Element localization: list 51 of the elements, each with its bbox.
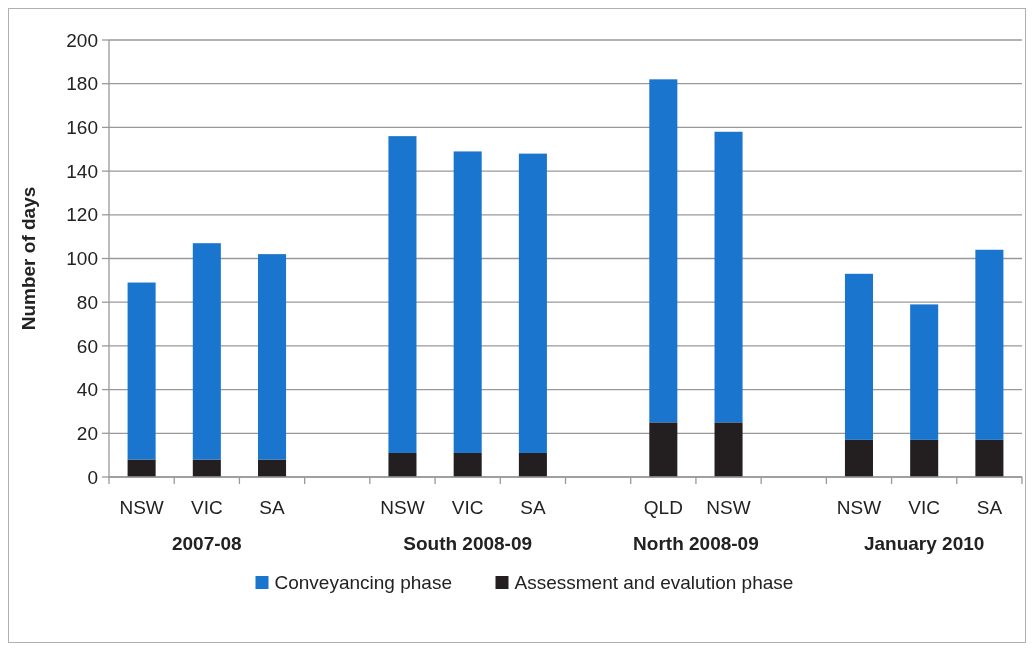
y-axis-title: Number of days <box>18 186 39 331</box>
bar <box>192 243 221 460</box>
x-tick-label: QLD <box>643 497 683 518</box>
bar <box>258 254 287 460</box>
text: 2007-08 <box>171 533 242 554</box>
x-tick-label: SA <box>976 497 1003 518</box>
bar <box>127 459 156 477</box>
bar <box>388 136 417 453</box>
y-tick-label: 140 <box>66 160 98 182</box>
x-tick-label: NSW <box>119 497 164 518</box>
bar <box>910 439 939 477</box>
x-tick-label: VIC <box>908 497 941 518</box>
bar <box>844 439 873 477</box>
x-tick-label: NSW <box>380 497 425 518</box>
y-tick-label: 160 <box>66 117 98 139</box>
bar <box>192 459 221 477</box>
y-tick-label: 120 <box>66 204 98 226</box>
y-tick-label: 180 <box>66 73 98 95</box>
bar <box>518 452 547 477</box>
y-tick-label: 0 <box>87 466 98 488</box>
text: South 2008-09 <box>403 533 533 554</box>
bar <box>844 273 873 440</box>
legend-label: Assessment and evalution phase <box>514 572 794 593</box>
x-tick-label: VIC <box>190 497 223 518</box>
y-tick-label: 100 <box>66 248 98 270</box>
bar <box>910 304 939 440</box>
bar <box>975 249 1004 440</box>
bar <box>518 153 547 453</box>
bar <box>388 452 417 477</box>
bar <box>127 282 156 460</box>
y-tick-label: 200 <box>66 29 98 51</box>
bar <box>975 439 1004 477</box>
legend-label: Conveyancing phase <box>274 572 452 593</box>
y-tick-label: 80 <box>76 291 98 313</box>
bar <box>714 422 743 477</box>
text: North 2008-09 <box>633 533 759 554</box>
x-tick-label: SA <box>259 497 286 518</box>
y-tick-label: 20 <box>76 422 98 444</box>
bar <box>258 459 287 477</box>
x-tick-label: NSW <box>706 497 751 518</box>
text: January 2010 <box>863 533 985 554</box>
bar <box>649 422 678 477</box>
bar <box>714 131 743 423</box>
x-tick-label: NSW <box>836 497 882 518</box>
y-tick-label: 60 <box>76 335 98 357</box>
bar <box>453 151 482 453</box>
x-tick-label: VIC <box>451 497 484 518</box>
bar <box>453 452 482 477</box>
y-tick-label: 40 <box>76 379 98 401</box>
x-tick-label: SA <box>520 497 546 518</box>
bar <box>649 79 678 423</box>
